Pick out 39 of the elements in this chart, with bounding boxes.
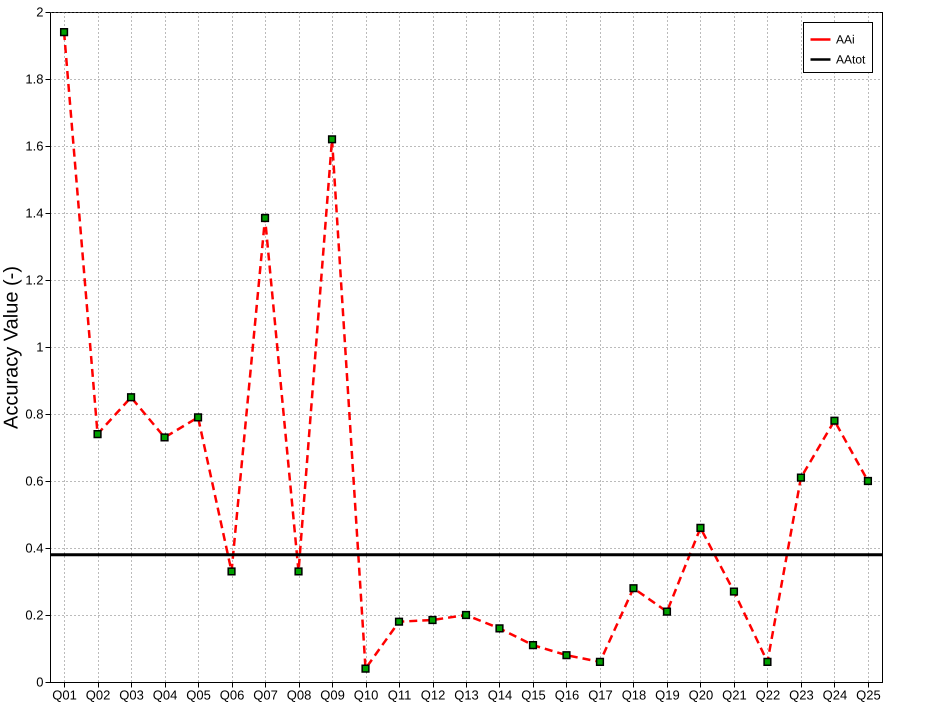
x-tick-label: Q25 <box>856 688 881 702</box>
x-tick-label: Q08 <box>286 688 312 702</box>
legend-label: AAi <box>836 32 855 46</box>
y-tick-label: 0 <box>36 674 44 690</box>
x-tick-label: Q16 <box>554 688 580 702</box>
x-tick-label: Q15 <box>521 688 546 702</box>
x-tick-label: Q23 <box>789 688 814 702</box>
y-tick-label: 0.2 <box>25 608 44 622</box>
x-tick-label: Q01 <box>52 688 77 702</box>
x-tick-label: Q02 <box>86 688 110 702</box>
y-tick-label: 1.8 <box>25 72 44 86</box>
x-tick-label: Q14 <box>488 688 512 702</box>
x-tick-label: Q21 <box>722 688 747 702</box>
y-tick-label: 0.6 <box>25 474 44 488</box>
x-tick-label: Q13 <box>454 688 479 702</box>
x-tick-label: Q09 <box>320 688 345 702</box>
y-tick-label: 1.6 <box>25 138 44 154</box>
x-tick-label: Q17 <box>588 688 613 702</box>
x-tick-label: Q18 <box>622 688 646 702</box>
y-tick-label: 1 <box>36 340 44 354</box>
x-tick-label: Q12 <box>420 688 446 702</box>
x-tick-label: Q10 <box>354 688 378 702</box>
x-tick-label: Q07 <box>253 688 278 702</box>
x-tick-label: Q22 <box>756 688 780 702</box>
y-tick-label: 0.4 <box>25 540 44 556</box>
x-tick-label: Q19 <box>655 688 680 702</box>
y-tick-label: 1.4 <box>25 206 44 220</box>
legend-label: AAtot <box>836 52 866 66</box>
x-tick-label: Q03 <box>119 688 144 702</box>
y-tick-label: 2 <box>36 4 44 20</box>
x-tick-label: Q06 <box>220 688 244 702</box>
x-tick-label: Q11 <box>388 688 412 702</box>
x-tick-label: Q05 <box>186 688 211 702</box>
x-tick-label: Q24 <box>822 688 848 702</box>
y-tick-label: 1.2 <box>25 272 44 288</box>
x-tick-label: Q20 <box>688 688 714 702</box>
y-axis-title: Accuracy Value (-) <box>0 266 22 430</box>
x-tick-label: Q04 <box>152 688 178 702</box>
y-tick-label: 0.8 <box>25 406 44 422</box>
